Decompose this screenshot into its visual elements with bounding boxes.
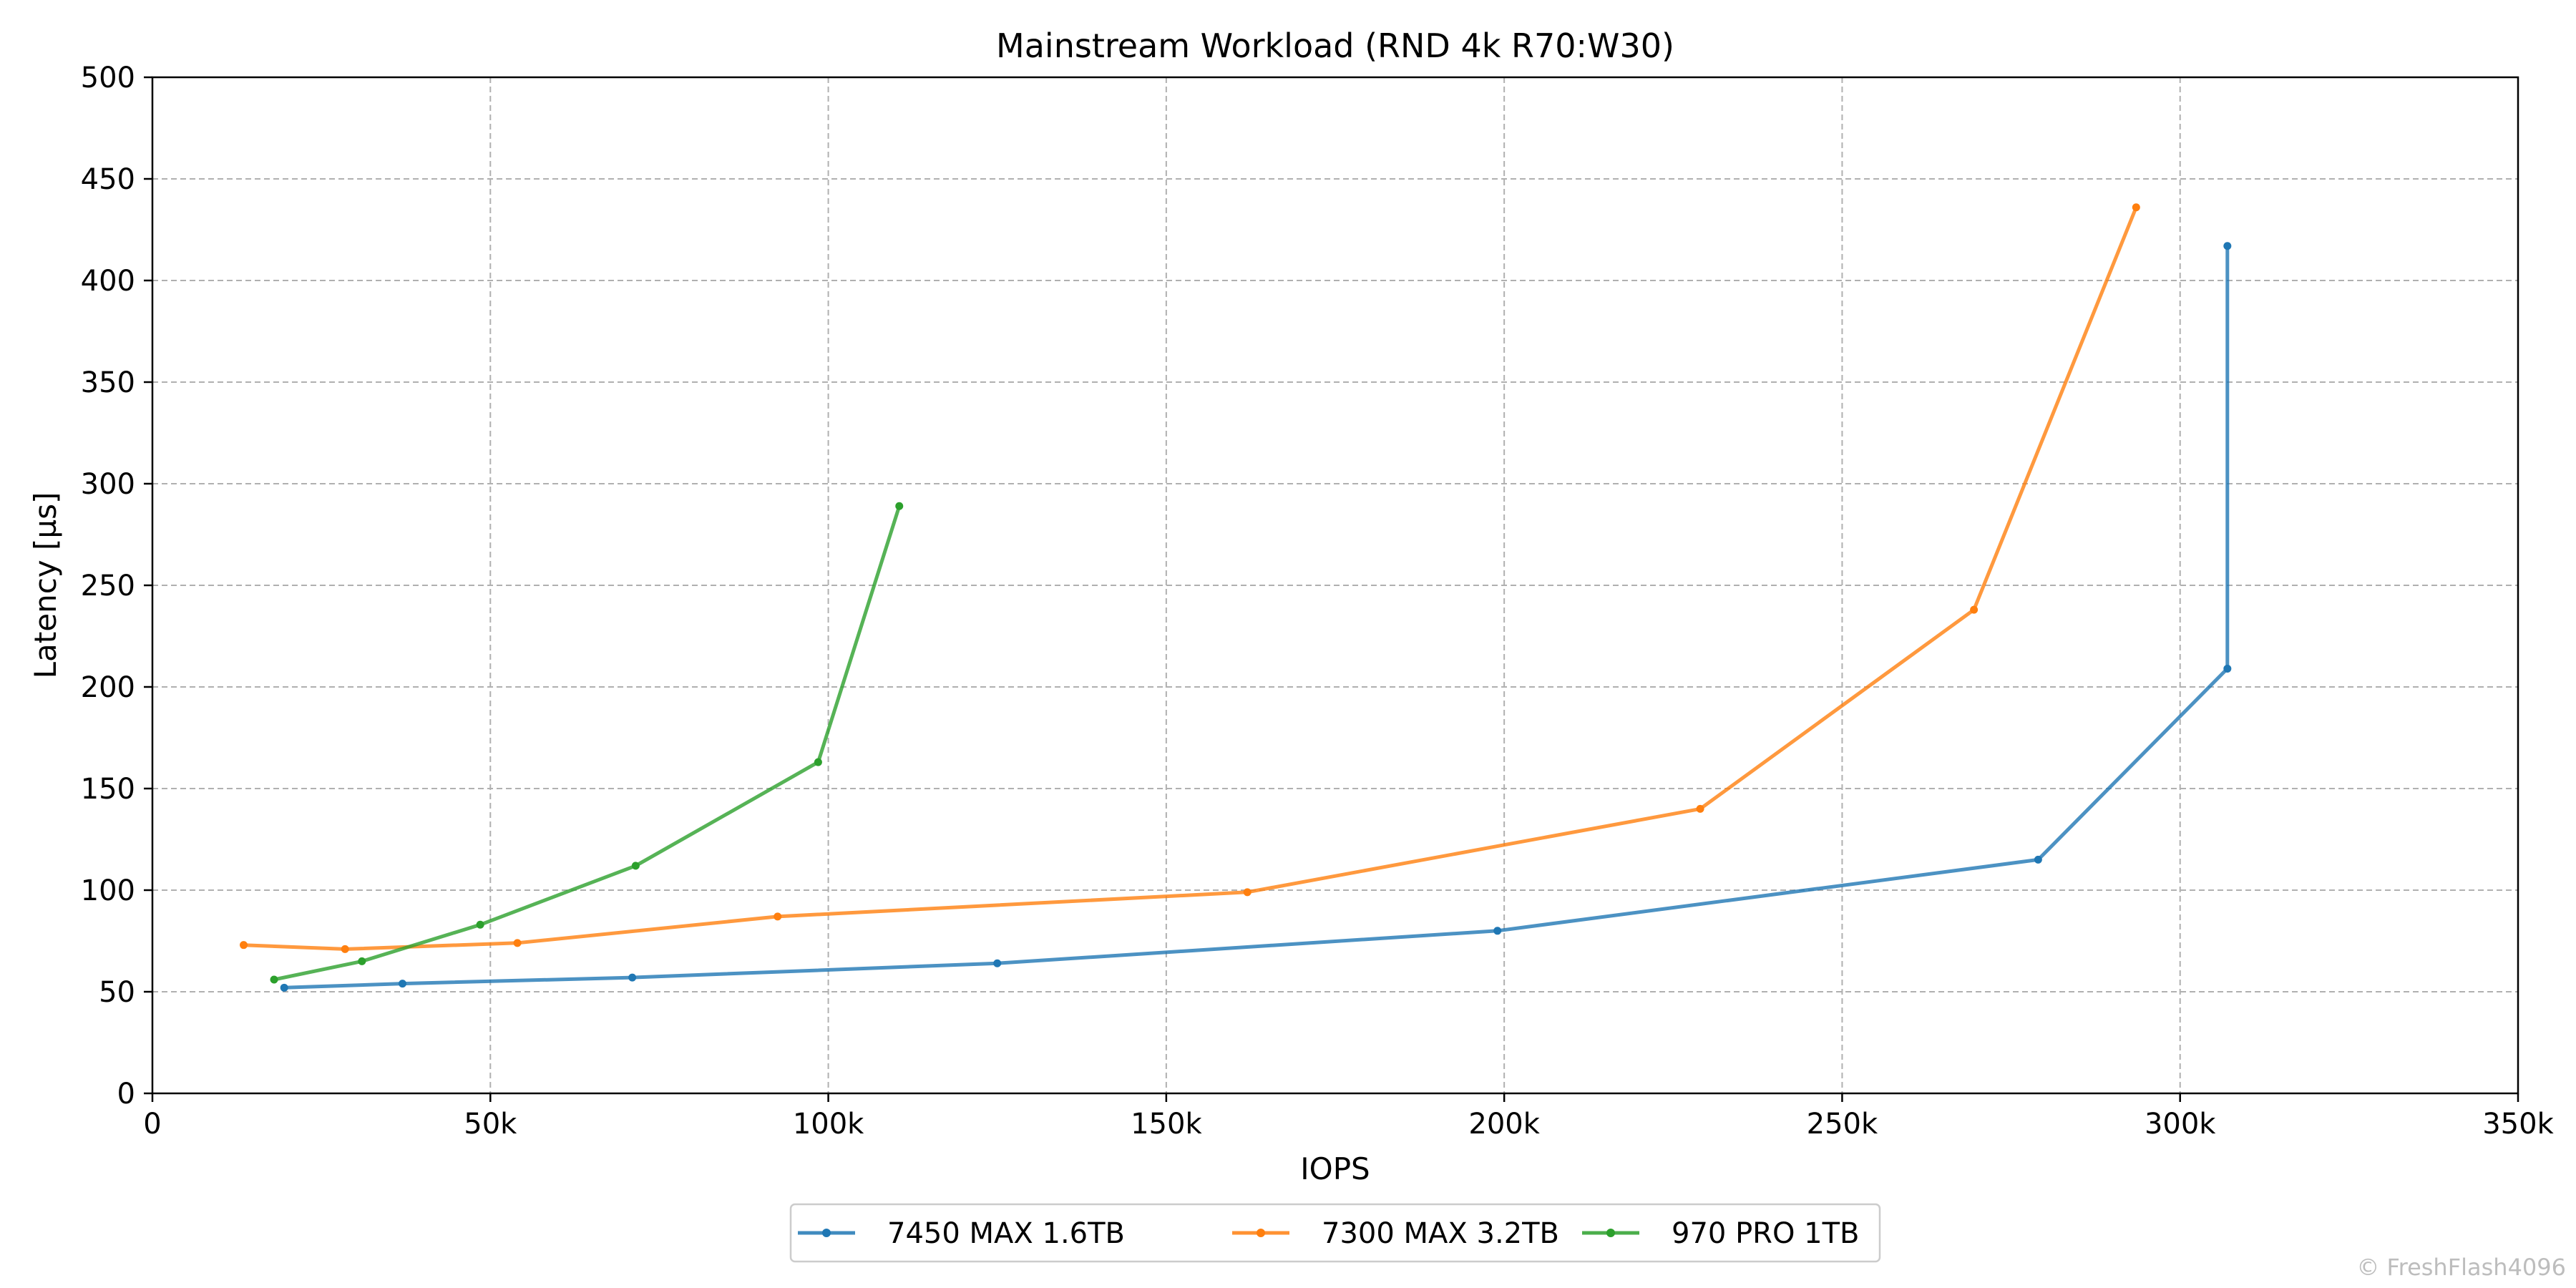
y-tick-label: 350: [81, 366, 135, 399]
legend-label: 7450 MAX 1.6TB: [887, 1217, 1125, 1250]
data-point: [895, 502, 904, 510]
data-point: [2034, 855, 2042, 864]
legend-label: 7300 MAX 3.2TB: [1322, 1217, 1559, 1250]
data-point: [1243, 888, 1252, 897]
x-tick-label: 100k: [793, 1108, 864, 1141]
y-tick-label: 150: [81, 773, 135, 806]
y-axis-label: Latency [µs]: [28, 492, 63, 679]
data-point: [341, 945, 349, 953]
y-tick-label: 100: [81, 874, 135, 907]
data-point: [631, 862, 640, 870]
legend-marker: [822, 1229, 831, 1237]
data-point: [513, 939, 522, 947]
series-line: [242, 205, 2138, 951]
y-tick-label: 250: [81, 570, 135, 602]
data-point: [280, 983, 288, 992]
y-tick-label: 450: [81, 163, 135, 196]
data-point: [2223, 664, 2232, 673]
x-tick-label: 150k: [1131, 1108, 1202, 1141]
x-axis-ticks: 0 50k 100k 150k 200k 250k 300k 350k: [143, 1093, 2555, 1141]
data-point: [814, 758, 822, 766]
series-7450-max-1-6tb: [280, 242, 2232, 992]
data-point: [628, 973, 637, 982]
chart-title: Mainstream Workload (RND 4k R70:W30): [996, 26, 1674, 65]
y-tick-label: 50: [99, 976, 135, 1009]
x-axis-label: IOPS: [1300, 1151, 1370, 1186]
x-tick-label: 350k: [2482, 1108, 2554, 1141]
legend: 7450 MAX 1.6TB 7300 MAX 3.2TB 970 PRO 1TB: [789, 1203, 1881, 1263]
y-tick-label: 400: [81, 265, 135, 298]
data-point: [1493, 927, 1502, 935]
y-tick-label: 0: [117, 1078, 135, 1111]
legend-marker: [1257, 1229, 1265, 1237]
data-point: [993, 959, 1002, 967]
data-point: [476, 920, 484, 929]
y-axis-ticks: 0 50 100 150 200 250 300 350 400 450 500: [81, 62, 152, 1111]
data-point: [240, 941, 248, 950]
legend-marker: [1606, 1229, 1615, 1237]
grid-lines: [152, 77, 2518, 1093]
x-tick-label: 200k: [1468, 1108, 1540, 1141]
series-970-pro-1tb: [270, 502, 904, 984]
y-tick-label: 300: [81, 468, 135, 501]
data-point: [774, 912, 782, 921]
series-7300-max-3-2tb: [240, 203, 2140, 953]
legend-box: [789, 1203, 1881, 1263]
y-tick-label: 500: [81, 62, 135, 94]
data-point: [1696, 804, 1704, 813]
x-tick-label: 50k: [464, 1108, 517, 1141]
series-layer: [240, 203, 2232, 992]
data-point: [270, 975, 278, 984]
x-tick-label: 250k: [1807, 1108, 1878, 1141]
watermark: © FreshFlash4096: [2356, 1254, 2566, 1281]
x-tick-label: 300k: [2145, 1108, 2216, 1141]
data-point: [358, 957, 366, 965]
data-point: [398, 980, 406, 988]
series-line: [282, 244, 2230, 990]
y-tick-label: 200: [81, 671, 135, 704]
data-point: [1970, 605, 1979, 614]
x-tick-label: 0: [143, 1108, 161, 1141]
series-line: [272, 504, 902, 982]
data-point: [2132, 203, 2140, 212]
data-point: [2223, 242, 2232, 250]
legend-label: 970 PRO 1TB: [1672, 1217, 1860, 1250]
